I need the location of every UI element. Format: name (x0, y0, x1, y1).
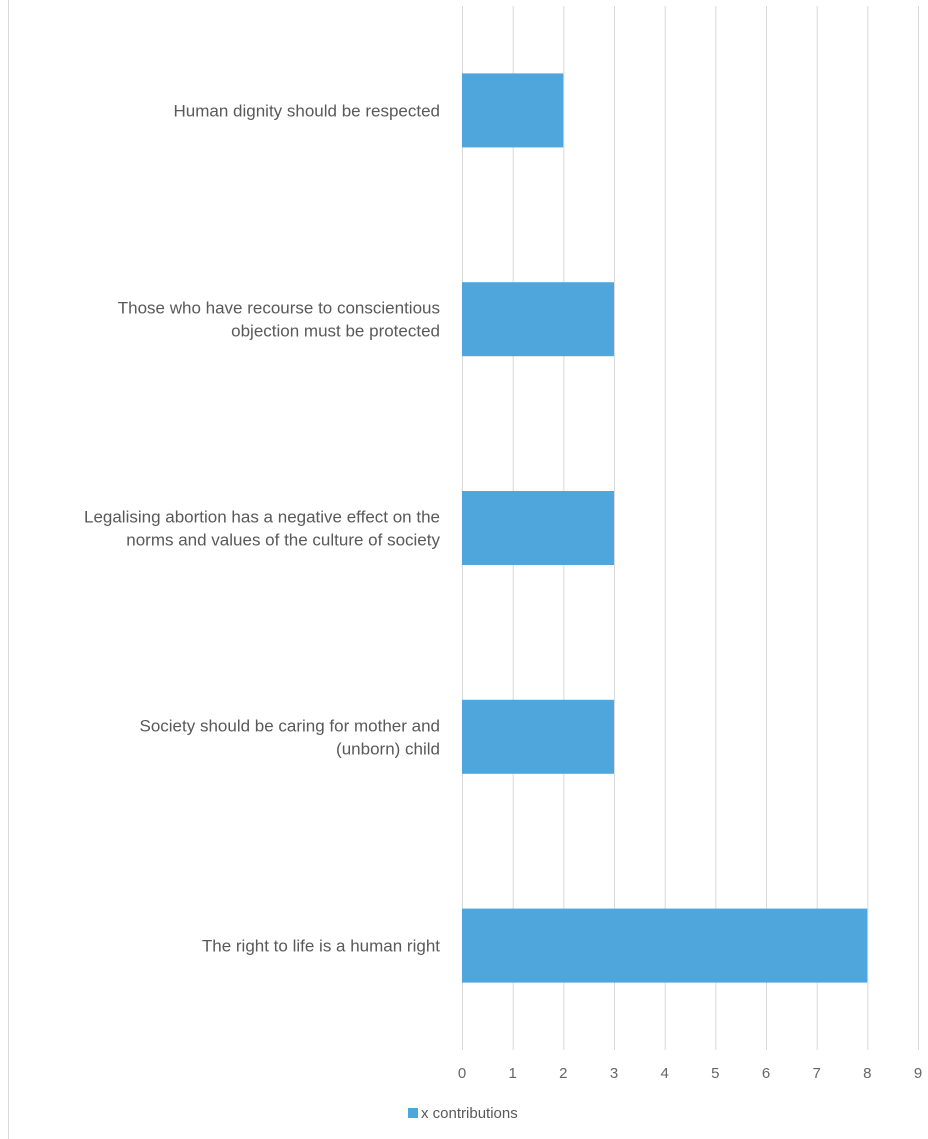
category-label: The right to life is a human right (202, 937, 440, 956)
x-tick-label: 2 (559, 1065, 567, 1082)
x-tick-label: 8 (863, 1065, 871, 1082)
category-label-line: (unborn) child (336, 739, 440, 758)
bar (462, 73, 564, 148)
category-label-line: Society should be caring for mother and (139, 716, 440, 735)
x-tick-label: 5 (711, 1065, 719, 1082)
x-tick-label: 4 (660, 1065, 668, 1082)
category-label-line: Legalising abortion has a negative effec… (84, 508, 440, 527)
x-tick-label: 1 (508, 1065, 516, 1082)
chart-border (8, 0, 9, 1139)
x-tick-label: 0 (458, 1065, 466, 1082)
category-labels: Human dignity should be respected Those w… (84, 101, 441, 955)
legend-swatch (408, 1108, 418, 1118)
bar (462, 699, 614, 774)
bar (462, 282, 614, 357)
category-label: Those who have recourse to conscientious… (118, 299, 440, 341)
x-tick-label: 3 (610, 1065, 618, 1082)
bar (462, 491, 614, 565)
category-label: Society should be caring for mother and (… (139, 716, 440, 758)
category-label-line: Human dignity should be respected (174, 101, 441, 120)
legend-label: x contributions (421, 1105, 518, 1122)
category-label: Legalising abortion has a negative effec… (84, 508, 441, 550)
legend: x contributions (408, 1105, 518, 1122)
category-label: Human dignity should be respected (174, 101, 441, 120)
x-tick-label: 6 (762, 1065, 770, 1082)
gridlines (462, 6, 919, 1050)
category-label-line: The right to life is a human right (202, 937, 440, 956)
x-tick-labels: 0 1 2 3 4 5 6 7 8 9 (458, 1065, 922, 1082)
category-label-line: Those who have recourse to conscientious (118, 299, 440, 318)
category-label-line: norms and values of the culture of socie… (126, 531, 440, 550)
x-tick-label: 7 (812, 1065, 820, 1082)
category-label-line: objection must be protected (231, 322, 440, 341)
x-tick-label: 9 (914, 1065, 922, 1082)
bars (462, 73, 868, 983)
bar (462, 908, 868, 983)
